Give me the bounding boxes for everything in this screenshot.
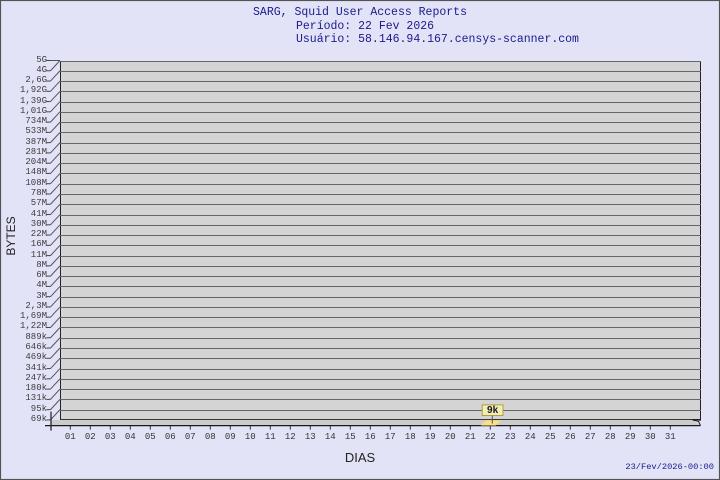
svg-text:9k: 9k — [487, 405, 499, 416]
